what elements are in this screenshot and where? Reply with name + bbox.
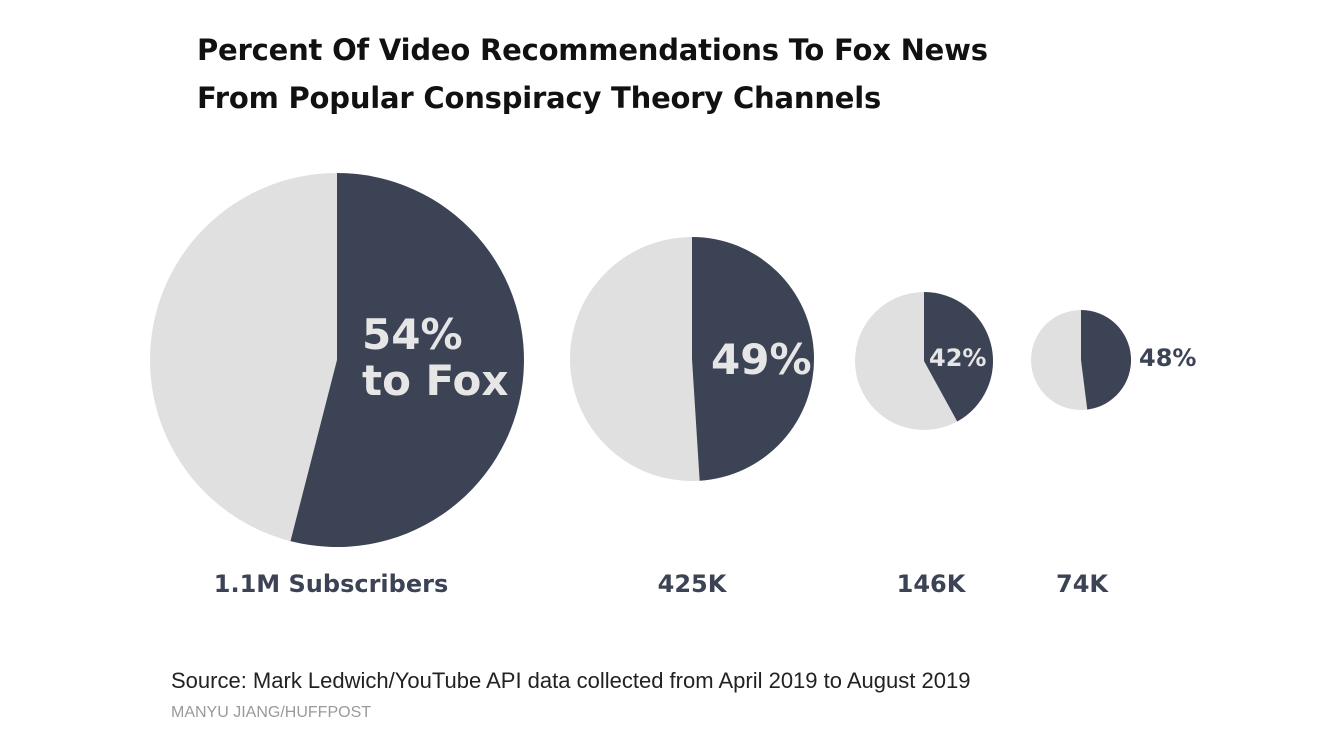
pie-slice-fox bbox=[290, 173, 524, 547]
chart-title-line-2: From Popular Conspiracy Theory Channels bbox=[197, 81, 882, 115]
pie-label-3: 42% bbox=[929, 344, 986, 372]
pie-slice-fox bbox=[1081, 310, 1132, 410]
chart-title-line-1: Percent Of Video Recommendations To Fox … bbox=[197, 33, 988, 67]
source-note: Source: Mark Ledwich/YouTube API data co… bbox=[171, 668, 971, 693]
pie-suffix-label: to Fox bbox=[362, 356, 509, 405]
subscriber-label-4: 74K bbox=[1056, 570, 1108, 598]
pie-label-1: 54% to Fox bbox=[362, 312, 509, 404]
pie-3 bbox=[855, 292, 994, 430]
pie-value-label: 48% bbox=[1139, 344, 1197, 372]
pie-2 bbox=[570, 237, 815, 481]
pie-label-4: 48% bbox=[1139, 344, 1196, 372]
subscriber-label-1: 1.1M Subscribers bbox=[213, 570, 449, 598]
pie-value-label: 49% bbox=[711, 335, 812, 384]
credit-line: MANYU JIANG/HUFFPOST bbox=[171, 704, 372, 721]
pie-value-label: 54% bbox=[362, 310, 463, 359]
subscriber-label-3: 146K bbox=[896, 570, 966, 598]
pie-4 bbox=[1031, 310, 1132, 410]
pie-value-label: 42% bbox=[929, 344, 987, 372]
subscriber-label-2: 425K bbox=[657, 570, 727, 598]
pie-slice-fox bbox=[692, 237, 815, 481]
pie-label-2: 49% bbox=[711, 337, 812, 383]
chart-title: Percent Of Video Recommendations To Fox … bbox=[197, 26, 1097, 122]
pie-1 bbox=[150, 173, 524, 547]
pie-slice-fox bbox=[924, 292, 994, 422]
